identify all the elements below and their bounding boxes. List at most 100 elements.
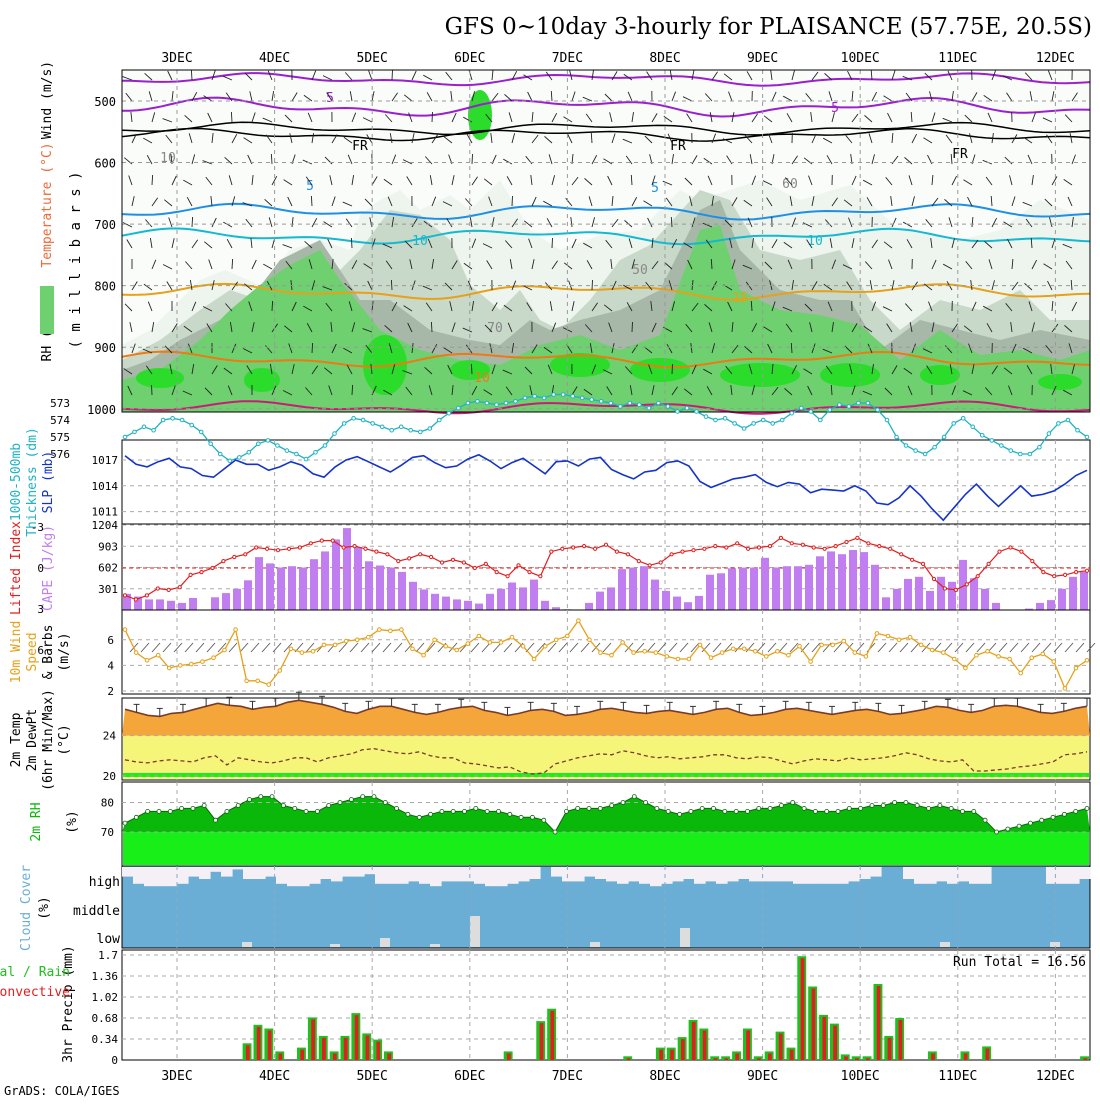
x-tick-label-bottom: 7DEC — [552, 1069, 583, 1084]
thickness-point — [809, 410, 813, 414]
lifted-index-point — [1053, 575, 1056, 578]
lifted-index-point — [408, 557, 411, 560]
thickness-point — [790, 411, 794, 415]
lifted-index-point — [255, 546, 258, 549]
wind10-point — [145, 659, 149, 663]
contour-label: FR — [352, 139, 368, 154]
cape-bar — [145, 599, 153, 610]
thickness-point — [1066, 418, 1070, 422]
contour-label: 10 — [807, 234, 823, 249]
precip-conv-bar — [366, 1035, 370, 1060]
thickness-point — [800, 406, 804, 410]
temp-ylabel-1: 2m Temp — [9, 712, 24, 767]
lifted-index-point — [211, 566, 214, 569]
thickness-point — [380, 425, 384, 429]
lifted-index-point — [604, 543, 607, 546]
wind10-point — [676, 657, 680, 661]
cloud-high-gap — [650, 867, 662, 886]
rh2-point — [881, 804, 885, 808]
cloud-high-gap — [463, 867, 475, 881]
cape-bar — [915, 577, 923, 610]
cloud-high-gap — [518, 867, 530, 881]
wind10-point — [367, 635, 371, 639]
lifted-index-point — [1085, 569, 1088, 572]
wind10-point — [134, 651, 138, 655]
thickness-point — [742, 427, 746, 431]
rh2-point — [1085, 806, 1089, 810]
wind10-point — [809, 660, 813, 664]
cloud-high-gap — [661, 867, 673, 884]
rh2-point — [383, 801, 387, 805]
upper-ylabel-wind: Wind (m/s) — [40, 61, 55, 139]
rh2-point — [508, 812, 512, 816]
wind10-point — [532, 657, 536, 661]
cloud-high-gap — [793, 867, 805, 884]
wind-barb — [351, 238, 352, 248]
cape-bar — [893, 589, 901, 610]
x-tick-label-bottom: 4DEC — [259, 1069, 290, 1084]
cape-bar — [904, 579, 912, 610]
x-tick-label-top: 10DEC — [841, 51, 880, 66]
rh2-point — [983, 818, 987, 822]
rh2-point — [1017, 824, 1021, 828]
cape-bar — [585, 603, 593, 610]
wind10-point — [278, 669, 282, 673]
thickness-point — [142, 425, 146, 429]
li-tick-label: -3 — [31, 521, 44, 534]
temp-tick-label: 24 — [103, 730, 117, 743]
rh2-point — [270, 795, 274, 799]
cloud-high-gap — [694, 867, 706, 884]
precip-conv-bar — [931, 1053, 935, 1060]
rh2-point — [440, 809, 444, 813]
wind10-point — [223, 648, 227, 652]
wind10-point — [654, 651, 658, 655]
rh2-point — [304, 809, 308, 813]
cape-bar — [233, 589, 241, 610]
cape-bar — [354, 547, 362, 610]
precip-conv-bar — [812, 989, 816, 1061]
wind10-point — [179, 664, 183, 668]
rh-blob-bright — [1038, 374, 1082, 390]
contour-label: FR — [670, 139, 686, 154]
cloud-high-gap — [177, 867, 189, 884]
rh2-ylabel-1: 2m RH — [29, 802, 44, 841]
cape-bar — [717, 573, 725, 610]
cloud-high-gap — [287, 867, 299, 886]
rh2-point — [327, 804, 331, 808]
rh2-point — [191, 806, 195, 810]
thickness-point — [685, 406, 689, 410]
wind10-point — [986, 650, 990, 654]
wind-barb — [472, 154, 473, 164]
cloud-high-gap — [496, 867, 508, 886]
thickness-point — [504, 401, 508, 405]
thickness-point — [866, 401, 870, 405]
lifted-index-point — [495, 571, 498, 574]
cloud-high-gap — [232, 867, 244, 869]
cape-bar — [299, 568, 307, 610]
cape-bar — [453, 599, 461, 610]
cloud-high-gap — [298, 867, 310, 886]
cloud-high-gap — [364, 867, 376, 874]
cloud-high-gap — [815, 867, 827, 884]
thickness-point — [485, 401, 489, 405]
lifted-index-point — [419, 553, 422, 556]
wind10-point — [466, 642, 470, 646]
thickness-point — [638, 403, 642, 407]
wind10-tick-label: 2 — [107, 685, 114, 698]
lifted-index-point — [539, 575, 542, 578]
wind10-point — [201, 660, 205, 664]
x-tick-label-top: 5DEC — [357, 51, 388, 66]
thickness-point — [657, 401, 661, 405]
x-tick-label-bottom: 9DEC — [747, 1069, 778, 1084]
x-tick-label-bottom: 8DEC — [649, 1069, 680, 1084]
lifted-index-point — [1064, 573, 1067, 576]
wind10-point — [665, 655, 669, 659]
wind10-point — [433, 638, 437, 642]
cape-bar — [530, 580, 538, 610]
cloud-high-gap — [243, 867, 255, 879]
thickness-point — [714, 418, 718, 422]
precip-conv-bar — [768, 1053, 772, 1060]
cloud-high-gap — [947, 867, 959, 884]
rh2-point — [146, 809, 150, 813]
